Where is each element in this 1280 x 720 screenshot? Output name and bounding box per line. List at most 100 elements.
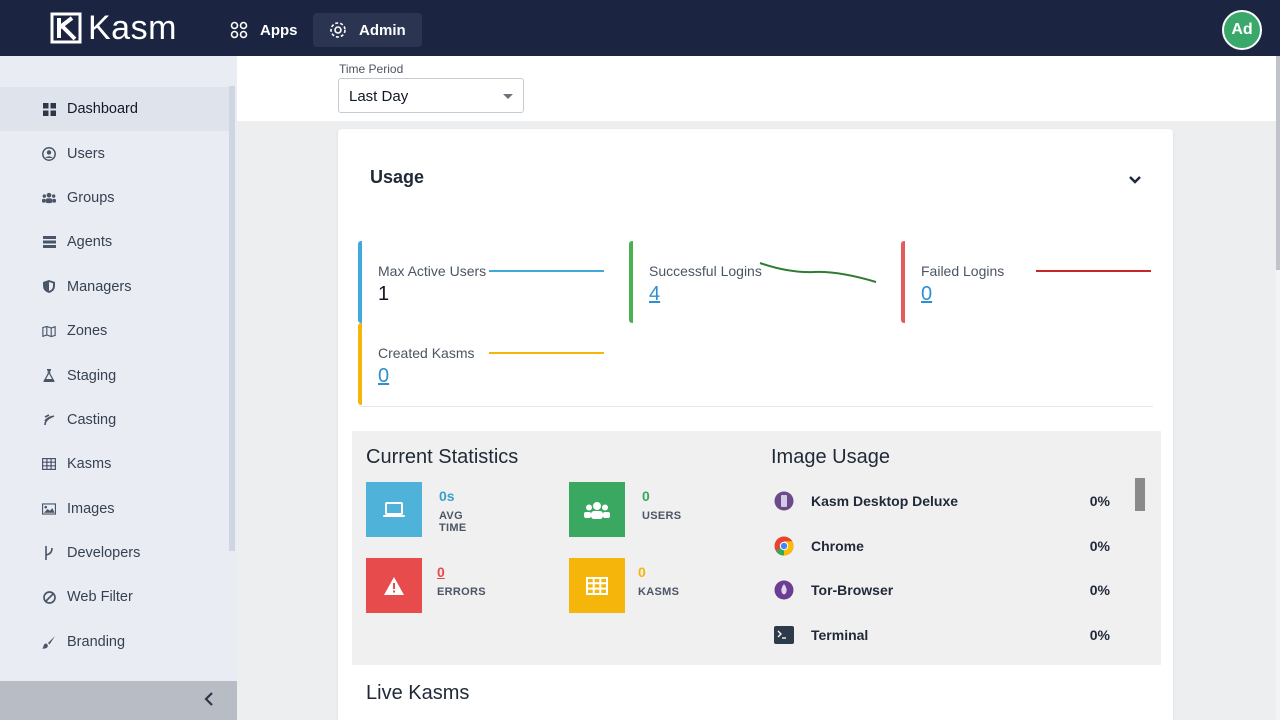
page-scrollbar[interactable]	[1276, 56, 1280, 270]
stat-value: 0	[638, 564, 646, 580]
sidebar-item-branding[interactable]: Branding	[0, 620, 229, 664]
users-icon	[569, 482, 625, 537]
sidebar-item-label: Zones	[67, 323, 108, 340]
image-percent: 0%	[1089, 627, 1110, 643]
user-avatar[interactable]: Ad	[1222, 10, 1262, 50]
groups-icon	[42, 191, 56, 205]
stat-label: KASMS	[638, 586, 680, 598]
top-navigation-bar: Kasm Apps Admin Ad	[0, 0, 1280, 56]
brand-name: Kasm	[88, 9, 177, 47]
laptop-icon	[366, 482, 422, 537]
stat-value: 0s	[439, 488, 455, 504]
sidebar-item-dashboard[interactable]: Dashboard	[0, 87, 229, 132]
image-percent: 0%	[1089, 493, 1110, 509]
usage-card: Usage Max Active Users 1 Successful Logi…	[338, 129, 1173, 720]
current-statistics-title: Current Statistics	[366, 446, 519, 468]
sidebar-item-managers[interactable]: Managers	[0, 265, 229, 309]
sidebar-item-label: Agents	[67, 234, 113, 251]
sparkline	[1036, 270, 1151, 272]
metric-value-link[interactable]: 0	[378, 365, 390, 387]
sidebar-item-label: Groups	[67, 189, 115, 206]
image-name: Terminal	[811, 627, 869, 643]
metric-created-kasms: Created Kasms 0	[358, 323, 605, 405]
usage-title: Usage	[370, 167, 425, 187]
metric-failed-logins: Failed Logins 0	[901, 241, 1151, 323]
sidebar-item-users[interactable]: Users	[0, 131, 229, 175]
desktop-deluxe-icon	[774, 491, 794, 511]
metric-label: Failed Logins	[921, 263, 1005, 279]
time-period-value: Last Day	[349, 88, 409, 105]
apps-grid-icon	[230, 21, 248, 39]
image-name: Kasm Desktop Deluxe	[811, 493, 959, 509]
metric-label: Created Kasms	[378, 345, 475, 361]
tor-icon	[774, 580, 794, 600]
sidebar-collapse-button[interactable]	[0, 681, 237, 720]
sidebar-scrollbar[interactable]	[229, 86, 235, 551]
chevron-down-icon	[1129, 176, 1141, 184]
sparkline	[759, 262, 877, 283]
time-period-select[interactable]: Last Day	[338, 78, 524, 113]
metric-successful-logins: Successful Logins 4	[629, 241, 877, 323]
metric-value-link[interactable]: 4	[649, 283, 661, 305]
sidebar-item-label: Users	[67, 145, 105, 162]
sidebar-item-label: Managers	[67, 278, 132, 295]
apps-nav-button[interactable]: Apps	[214, 13, 314, 47]
stat-value: 0	[642, 488, 650, 504]
sidebar-item-kasms[interactable]: Kasms	[0, 442, 229, 486]
sidebar-item-label: Dashboard	[67, 101, 138, 118]
user-icon	[42, 146, 56, 161]
image-percent: 0%	[1089, 538, 1110, 554]
caret-down-icon	[503, 94, 513, 99]
image-usage-row: Kasm Desktop Deluxe 0%	[774, 489, 1110, 513]
paintbrush-icon	[42, 635, 56, 649]
terminal-icon	[774, 625, 794, 645]
map-icon	[42, 324, 56, 338]
section-divider	[360, 406, 1153, 407]
admin-nav-label: Admin	[359, 21, 406, 39]
dashboard-main: Time Period Last Day Usage Max Active Us…	[237, 56, 1276, 720]
sidebar-item-label: Staging	[67, 367, 117, 384]
stat-value-link[interactable]: 0	[437, 564, 445, 580]
sidebar-item-web-filter[interactable]: Web Filter	[0, 575, 229, 619]
gear-icon	[330, 22, 346, 38]
sidebar-item-label: Casting	[67, 411, 117, 428]
chevron-left-icon	[204, 691, 214, 712]
apps-nav-label: Apps	[260, 21, 298, 39]
grid-icon	[42, 457, 56, 471]
sidebar-item-zones[interactable]: Zones	[0, 309, 229, 353]
kasm-logo-icon	[50, 12, 82, 44]
image-usage-row: Terminal 0%	[774, 623, 1110, 647]
stat-label: USERS	[642, 510, 682, 522]
metric-value: 1	[378, 283, 390, 305]
sidebar-item-groups[interactable]: Groups	[0, 176, 229, 220]
sidebar-item-label: Developers	[67, 545, 141, 562]
sidebar-item-staging[interactable]: Staging	[0, 353, 229, 397]
kasm-logo[interactable]: Kasm	[50, 9, 177, 47]
sidebar-item-images[interactable]: Images	[0, 487, 229, 531]
stat-label: AVG TIME	[439, 510, 467, 534]
admin-nav-button[interactable]: Admin	[313, 13, 422, 47]
table-icon	[569, 558, 625, 613]
collapse-usage-button[interactable]	[1128, 172, 1142, 190]
sidebar-item-label: Images	[67, 500, 115, 517]
stat-label: ERRORS	[437, 586, 486, 598]
dashboard-icon	[42, 102, 56, 116]
metric-label: Successful Logins	[649, 263, 762, 279]
metric-value-link[interactable]: 0	[921, 283, 933, 305]
sidebar-menu: Dashboard Users Groups Agents Managers Z…	[0, 87, 229, 664]
sidebar-item-casting[interactable]: Casting	[0, 398, 229, 442]
sparkline	[489, 352, 604, 354]
sidebar-item-developers[interactable]: Developers	[0, 531, 229, 575]
image-usage-row: Tor-Browser 0%	[774, 578, 1110, 602]
filter-bar: Time Period Last Day	[237, 56, 1276, 121]
sparkline	[489, 270, 604, 272]
warning-icon	[366, 558, 422, 613]
image-percent: 0%	[1089, 582, 1110, 598]
image-usage-scrollbar[interactable]	[1135, 478, 1145, 511]
admin-sidebar: Dashboard Users Groups Agents Managers Z…	[0, 56, 237, 720]
flask-icon	[42, 369, 56, 383]
live-kasms-title: Live Kasms	[366, 682, 470, 704]
image-name: Chrome	[811, 538, 864, 554]
image-name: Tor-Browser	[811, 582, 894, 598]
sidebar-item-agents[interactable]: Agents	[0, 220, 229, 264]
